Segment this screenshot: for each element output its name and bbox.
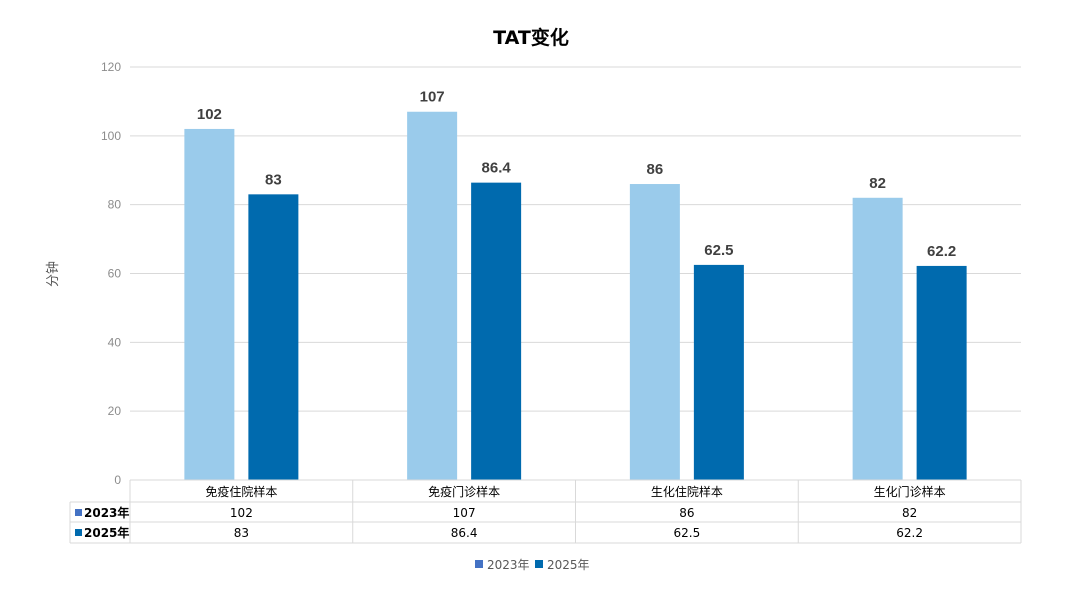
data-label: 107: [420, 89, 445, 106]
table-value: 86.4: [451, 526, 478, 540]
data-label: 86: [647, 161, 664, 178]
y-tick-label: 0: [114, 473, 121, 487]
chart-title: TAT变化: [493, 26, 569, 49]
bar: [693, 264, 744, 480]
table-legend-key: [75, 529, 82, 536]
y-tick-label: 60: [108, 267, 122, 281]
legend-key: [475, 560, 483, 568]
legend-key: [535, 560, 543, 568]
y-tick-label: 40: [108, 335, 122, 349]
data-label: 62.2: [927, 243, 956, 260]
y-tick-label: 80: [108, 198, 122, 212]
table-value: 82: [902, 506, 917, 520]
table-series-label: 2023年: [84, 505, 129, 520]
table-value: 62.2: [896, 526, 923, 540]
category-label: 生化住院样本: [651, 484, 723, 499]
bar: [407, 111, 458, 480]
bar: [471, 182, 522, 480]
bar: [916, 265, 967, 480]
table-value: 62.5: [674, 526, 701, 540]
data-label: 86.4: [482, 160, 512, 177]
bar: [184, 128, 235, 480]
y-tick-label: 120: [101, 60, 121, 74]
category-label: 免疫门诊样本: [428, 484, 500, 499]
bar: [248, 194, 299, 480]
table-series-label: 2025年: [84, 525, 129, 540]
data-label: 62.5: [704, 242, 733, 259]
data-label: 83: [265, 171, 282, 188]
y-axis-label: 分钟: [45, 261, 61, 287]
table-value: 86: [679, 506, 694, 520]
table-legend-key: [75, 509, 82, 516]
y-tick-label: 100: [101, 129, 121, 143]
legend-label: 2025年: [547, 558, 590, 572]
bar: [852, 197, 903, 481]
legend-label: 2023年: [487, 558, 530, 572]
y-tick-label: 20: [108, 404, 122, 418]
data-label: 102: [197, 106, 222, 123]
data-label: 82: [869, 175, 886, 192]
table-value: 102: [230, 506, 253, 520]
category-label: 免疫住院样本: [205, 484, 277, 499]
category-label: 生化门诊样本: [874, 484, 946, 499]
table-value: 107: [453, 506, 476, 520]
table-value: 83: [234, 526, 249, 540]
bar: [629, 184, 680, 480]
